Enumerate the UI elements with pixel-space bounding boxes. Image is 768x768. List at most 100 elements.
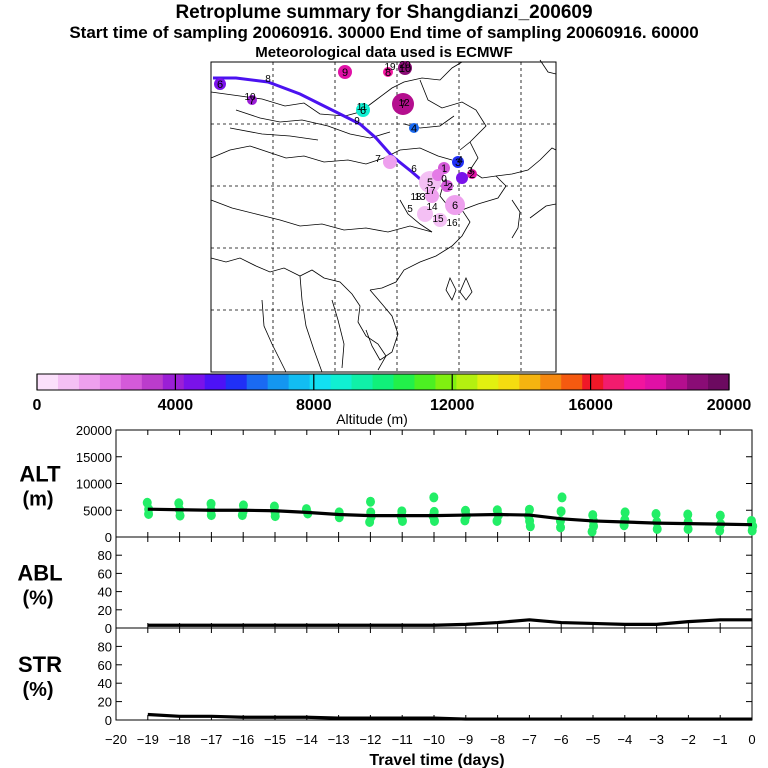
colorbar-swatch bbox=[289, 374, 311, 390]
colorbar-title: Altitude (m) bbox=[336, 411, 408, 427]
colorbar-swatch bbox=[414, 374, 436, 390]
x-tick-label: −9 bbox=[458, 732, 473, 747]
colorbar-tick-label: 16000 bbox=[568, 397, 613, 414]
map-day-label: 2 bbox=[447, 182, 453, 193]
str-ytick-label: 60 bbox=[98, 658, 112, 673]
colorbar-tick-label: 8000 bbox=[296, 397, 332, 414]
alt-point bbox=[366, 497, 375, 507]
colorbar-swatch bbox=[142, 374, 164, 390]
colorbar-swatch bbox=[456, 374, 478, 390]
x-tick-label: −4 bbox=[617, 732, 632, 747]
x-tick-label: −19 bbox=[137, 732, 159, 747]
alt-point bbox=[557, 506, 566, 516]
map-day-label: 6 bbox=[411, 164, 417, 175]
abl-panel-frame bbox=[116, 537, 752, 628]
alt-point bbox=[493, 516, 502, 526]
str-panel-frame bbox=[116, 628, 752, 720]
alt-point bbox=[271, 511, 280, 521]
str-ylabel-unit: (%) bbox=[22, 679, 53, 701]
colorbar-swatch bbox=[603, 374, 625, 390]
alt-point bbox=[176, 511, 185, 521]
x-tick-label: −1 bbox=[713, 732, 728, 747]
colorbar-swatch bbox=[163, 374, 185, 390]
x-tick-label: −13 bbox=[328, 732, 350, 747]
alt-point bbox=[365, 517, 374, 527]
retroplume-map: 9 106786 7432156 01234567891011 12131415 161… bbox=[211, 60, 556, 372]
colorbar-swatch bbox=[435, 374, 457, 390]
retroplume-figure: 9 106786 7432156 01234567891011 12131415 161… bbox=[0, 0, 768, 768]
alt-ylabel: ALT bbox=[19, 462, 61, 487]
x-tick-label: −11 bbox=[392, 732, 413, 747]
abl-ytick-label: 80 bbox=[98, 548, 112, 563]
map-day-label: 12 bbox=[398, 98, 410, 109]
x-tick-label: −7 bbox=[522, 732, 537, 747]
str-ytick-label: 0 bbox=[105, 713, 112, 728]
colorbar-swatch bbox=[393, 374, 415, 390]
alt-ylabel-unit: (m) bbox=[22, 489, 53, 511]
colorbar-tick-label: 20000 bbox=[707, 397, 752, 414]
colorbar-swatch bbox=[477, 374, 499, 390]
x-axis-label: Travel time (days) bbox=[369, 752, 504, 768]
altitude-colorbar: 0 4000 8000 12000 16000 20000 bbox=[33, 374, 752, 414]
alt-point bbox=[588, 527, 597, 537]
alt-point bbox=[748, 526, 757, 536]
colorbar-swatch bbox=[268, 374, 290, 390]
map-cluster-label: 4 bbox=[411, 123, 417, 135]
colorbar-swatch bbox=[352, 374, 374, 390]
map-day-label: 3 bbox=[467, 166, 473, 177]
map-day-label: 20 bbox=[399, 60, 411, 71]
x-tick-label: −14 bbox=[296, 732, 318, 747]
abl-ytick-label: 40 bbox=[98, 585, 112, 600]
alt-ytick-label: 20000 bbox=[76, 423, 112, 438]
x-tick-label: −10 bbox=[423, 732, 445, 747]
map-day-label: 5 bbox=[407, 204, 413, 215]
colorbar-swatch bbox=[226, 374, 248, 390]
colorbar-swatch bbox=[310, 374, 332, 390]
colorbar-swatch bbox=[331, 374, 353, 390]
x-tick-label: −5 bbox=[586, 732, 601, 747]
map-day-label: 19 bbox=[384, 62, 396, 73]
x-tick-label: −2 bbox=[681, 732, 696, 747]
alt-point bbox=[716, 511, 725, 521]
colorbar-swatch bbox=[519, 374, 541, 390]
colorbar-swatch bbox=[624, 374, 646, 390]
colorbar-swatch bbox=[184, 374, 206, 390]
alt-point bbox=[398, 516, 407, 526]
colorbar-swatch bbox=[79, 374, 101, 390]
x-tick-label: −8 bbox=[490, 732, 505, 747]
map-day-label: 10 bbox=[244, 92, 256, 103]
map-cluster-label: 9 bbox=[342, 67, 348, 79]
map-day-label: 15 bbox=[432, 214, 444, 225]
alt-point bbox=[684, 524, 693, 534]
colorbar-swatch bbox=[666, 374, 688, 390]
map-day-label: 17 bbox=[424, 186, 436, 197]
colorbar-swatch bbox=[582, 374, 604, 390]
alt-point bbox=[430, 516, 439, 526]
colorbar-tick-label: 4000 bbox=[158, 397, 194, 414]
map-day-label: 14 bbox=[426, 202, 438, 213]
colorbar-swatch bbox=[687, 374, 709, 390]
alt-ytick-label: 5000 bbox=[83, 503, 112, 518]
x-tick-label: −3 bbox=[649, 732, 664, 747]
alt-point bbox=[653, 524, 662, 534]
map-day-label: 16 bbox=[446, 218, 458, 229]
abl-ytick-label: 60 bbox=[98, 566, 112, 581]
x-tick-label: 0 bbox=[748, 732, 755, 747]
alt-ytick-label: 10000 bbox=[76, 477, 112, 492]
colorbar-swatch bbox=[100, 374, 122, 390]
alt-ytick-label: 15000 bbox=[76, 450, 112, 465]
colorbar-swatch bbox=[121, 374, 143, 390]
map-day-label: 7 bbox=[375, 154, 381, 165]
x-tick-label: −18 bbox=[169, 732, 191, 747]
colorbar-swatch bbox=[205, 374, 227, 390]
colorbar-swatch bbox=[540, 374, 562, 390]
map-day-label: 8 bbox=[265, 74, 271, 85]
map-cluster-blob bbox=[456, 172, 468, 184]
abl-line bbox=[148, 620, 752, 625]
x-tick-label: −20 bbox=[105, 732, 127, 747]
colorbar-swatch bbox=[561, 374, 583, 390]
alt-point bbox=[460, 515, 469, 525]
abl-ylabel: ABL bbox=[17, 561, 62, 586]
map-day-label: 18 bbox=[410, 192, 422, 203]
alt-point bbox=[429, 492, 438, 502]
